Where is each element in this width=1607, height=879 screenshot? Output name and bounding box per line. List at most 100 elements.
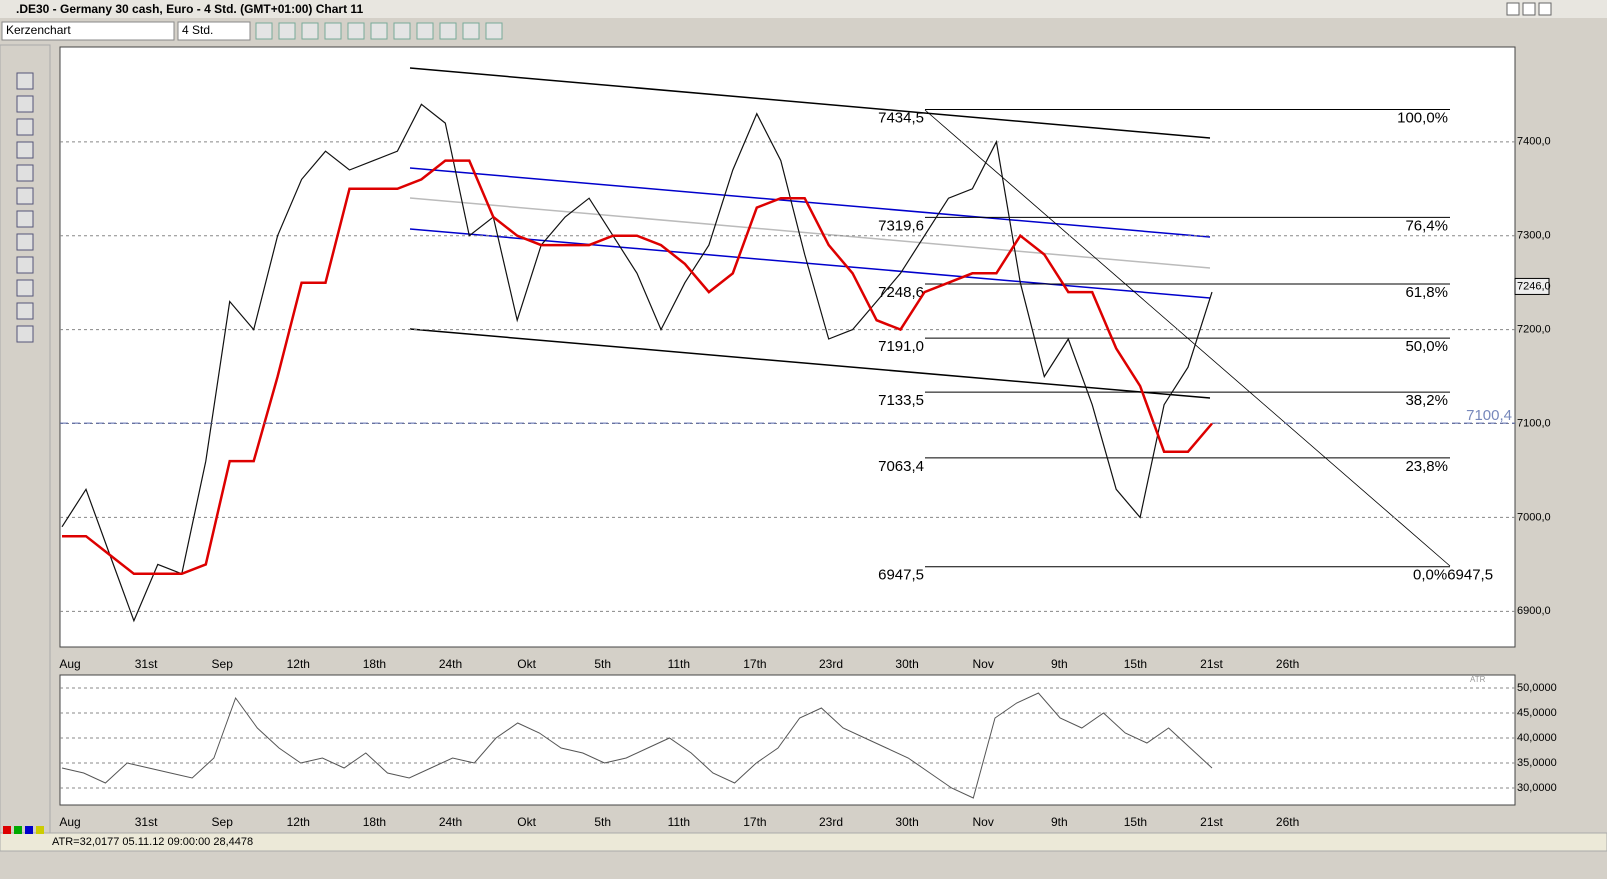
fib-percent-label: 0,0%6947,5	[1413, 567, 1493, 584]
x-tick-label: 21st	[1200, 815, 1223, 829]
toolbar-button[interactable]	[347, 22, 365, 40]
x-tick-label: 26th	[1276, 657, 1299, 671]
color-box[interactable]	[3, 826, 11, 834]
x-tick-label: 31st	[135, 815, 158, 829]
blue-channel-bottom	[409, 228, 1211, 299]
fib-percent-label: 23,8%	[1405, 458, 1448, 475]
chart-type-dropdown[interactable]	[1, 21, 175, 41]
x-tick-label: 18th	[363, 815, 386, 829]
x-tick-label: 23rd	[819, 657, 843, 671]
fib-percent-label: 38,2%	[1405, 392, 1448, 409]
fib-percent-label: 76,4%	[1405, 217, 1448, 234]
toolbar-button[interactable]	[393, 22, 411, 40]
toolbar-button[interactable]	[485, 22, 503, 40]
fib-price-label: 7434,5	[878, 109, 924, 126]
tool-button[interactable]	[16, 95, 34, 113]
x-tick-label: Sep	[212, 657, 234, 671]
x-tick-label: Aug	[59, 815, 80, 829]
x-tick-label: 12th	[287, 815, 310, 829]
title-bar	[0, 0, 1607, 18]
x-tick-label: 24th	[439, 815, 462, 829]
fib-price-label: 7248,6	[878, 284, 924, 301]
tool-button[interactable]	[16, 210, 34, 228]
current-price-label: 7246,0	[1517, 280, 1551, 292]
fib-price-label: 7133,5	[878, 392, 924, 409]
tool-button[interactable]	[16, 325, 34, 343]
fib-percent-label: 50,0%	[1405, 338, 1448, 355]
x-tick-label: Aug	[59, 657, 80, 671]
tool-button[interactable]	[16, 256, 34, 274]
y-tick-label: 7200,0	[1517, 324, 1551, 336]
tool-button[interactable]	[16, 279, 34, 297]
tool-button[interactable]	[16, 164, 34, 182]
tool-button[interactable]	[16, 72, 34, 90]
current-price-box	[1514, 277, 1550, 295]
x-tick-label: 17th	[743, 657, 766, 671]
x-tick-label: 17th	[743, 815, 766, 829]
atr-tick-label: 40,0000	[1517, 732, 1557, 744]
minimize-button[interactable]	[1506, 2, 1520, 16]
x-tick-label: 30th	[895, 657, 918, 671]
price-plot	[59, 46, 1516, 648]
x-tick-label: 9th	[1051, 815, 1068, 829]
x-tick-label: 5th	[594, 815, 611, 829]
tool-button[interactable]	[16, 187, 34, 205]
series-line	[62, 159, 1213, 576]
toolbar-button[interactable]	[370, 22, 388, 40]
atr-tick-label: 35,0000	[1517, 757, 1557, 769]
toolbar-button[interactable]	[462, 22, 480, 40]
drawings	[409, 67, 1451, 567]
fib-percent-label: 100,0%	[1397, 109, 1448, 126]
channel-mid	[409, 197, 1211, 269]
series-line	[61, 103, 1213, 623]
tool-button[interactable]	[16, 233, 34, 251]
tool-button[interactable]	[16, 118, 34, 136]
blue-channel-top	[409, 167, 1211, 238]
y-tick-label: 7300,0	[1517, 230, 1551, 242]
alert-label: 7100,4	[1466, 407, 1512, 424]
x-tick-label: 24th	[439, 657, 462, 671]
x-tick-label: 9th	[1051, 657, 1068, 671]
tool-button[interactable]	[16, 302, 34, 320]
toolbar-button[interactable]	[278, 22, 296, 40]
x-tick-label: Nov	[973, 657, 994, 671]
x-tick-label: 11th	[668, 657, 690, 671]
color-box[interactable]	[14, 826, 22, 834]
timeframe-dropdown[interactable]	[177, 21, 251, 41]
fib-price-label: 7063,4	[878, 458, 924, 475]
atr-tick-label: 30,0000	[1517, 782, 1557, 794]
x-tick-label: 30th	[895, 815, 918, 829]
channel-bottom	[409, 328, 1211, 399]
fib-percent-label: 61,8%	[1405, 284, 1448, 301]
color-box[interactable]	[36, 826, 44, 834]
fib-price-label: 6947,5	[878, 567, 924, 584]
x-tick-label: Sep	[212, 815, 234, 829]
toolbar-button[interactable]	[439, 22, 457, 40]
x-tick-label: 15th	[1124, 657, 1147, 671]
channel-top	[409, 67, 1211, 139]
x-tick-label: Okt	[517, 657, 536, 671]
x-tick-label: 26th	[1276, 815, 1299, 829]
series-line	[61, 692, 1213, 799]
x-tick-label: Nov	[973, 815, 994, 829]
x-tick-label: Okt	[517, 815, 536, 829]
toolbar-button[interactable]	[324, 22, 342, 40]
chart-type-text: Kerzenchart	[6, 23, 71, 37]
maximize-button[interactable]	[1522, 2, 1536, 16]
toolbar-button[interactable]	[301, 22, 319, 40]
status-text: ATR=32,0177 05.11.12 09:00:00 28,4478	[52, 836, 253, 848]
toolbar-button[interactable]	[255, 22, 273, 40]
y-tick-label: 6900,0	[1517, 605, 1551, 617]
x-tick-label: 18th	[363, 657, 386, 671]
fib-price-label: 7319,6	[878, 217, 924, 234]
x-tick-label: 21st	[1200, 657, 1223, 671]
atr-name: ATR	[1470, 675, 1486, 684]
close-button[interactable]	[1538, 2, 1552, 16]
toolbar-button[interactable]	[416, 22, 434, 40]
fib-price-label: 7191,0	[878, 338, 924, 355]
tool-button[interactable]	[16, 141, 34, 159]
color-box[interactable]	[25, 826, 33, 834]
x-tick-label: 23rd	[819, 815, 843, 829]
